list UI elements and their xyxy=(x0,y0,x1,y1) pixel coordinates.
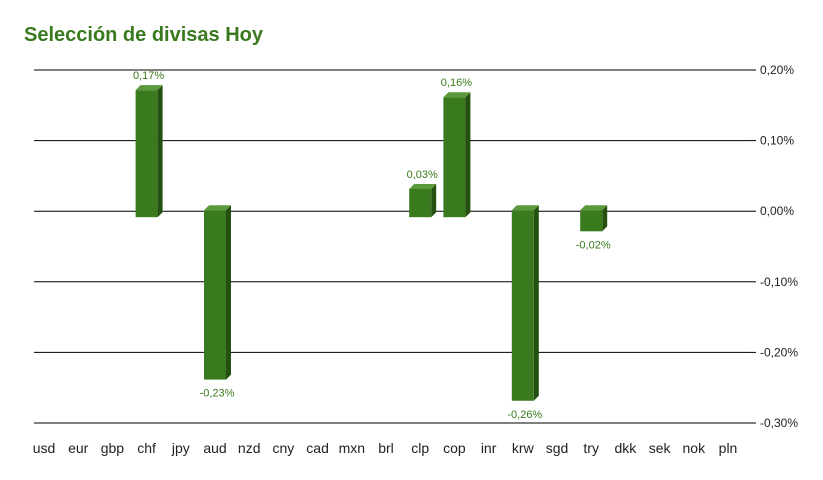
bar-front xyxy=(580,210,603,232)
x-tick-label: jpy xyxy=(171,440,190,456)
bar-side xyxy=(226,205,231,380)
bar-side xyxy=(465,92,471,218)
bars xyxy=(135,85,608,401)
bar-side xyxy=(157,85,163,218)
x-tick-label: try xyxy=(583,440,599,456)
bar-top xyxy=(135,85,163,91)
x-tick-label: dkk xyxy=(615,440,638,456)
y-tick-label: -0,10% xyxy=(760,275,798,289)
bar-try xyxy=(580,205,608,232)
bar-front xyxy=(443,97,466,218)
x-tick-label: gbp xyxy=(101,440,125,456)
x-tick-label: chf xyxy=(137,440,156,456)
data-label-try: -0,02% xyxy=(576,239,611,251)
gridlines xyxy=(34,69,756,424)
bar-krw xyxy=(511,205,539,401)
x-tick-label: clp xyxy=(411,440,429,456)
bar-aud xyxy=(204,205,231,380)
bar-chf xyxy=(135,85,163,218)
x-tick-label: cad xyxy=(306,440,329,456)
data-label-aud: -0,23% xyxy=(200,388,235,400)
x-tick-label: inr xyxy=(481,440,497,456)
bar-front xyxy=(204,210,226,380)
y-tick-label: -0,20% xyxy=(760,345,798,359)
data-label-krw: -0,26% xyxy=(507,409,542,421)
bar-top xyxy=(511,205,539,211)
x-tick-label: krw xyxy=(512,440,535,456)
bar-side xyxy=(602,205,608,232)
bar-cop xyxy=(443,92,471,218)
bar-top xyxy=(204,205,231,211)
bar-front xyxy=(409,189,432,218)
x-tick-label: sgd xyxy=(546,440,569,456)
x-tick-label: mxn xyxy=(339,440,365,456)
bar-front xyxy=(135,90,158,218)
data-label-chf: 0,17% xyxy=(133,70,164,82)
y-tick-label: -0,30% xyxy=(760,416,798,430)
bar-top xyxy=(580,205,608,211)
bar-clp xyxy=(409,184,437,218)
x-tick-label: nok xyxy=(683,440,707,456)
x-tick-label: aud xyxy=(203,440,226,456)
bar-side xyxy=(431,184,437,218)
bar-top xyxy=(443,92,471,98)
data-labels: 0,17% -0,23% 0,03% 0,16% -0,26% -0,02% xyxy=(133,70,611,421)
x-tick-label: eur xyxy=(68,440,89,456)
x-tick-label: cop xyxy=(443,440,466,456)
x-tick-label: pln xyxy=(719,440,738,456)
x-tick-label: usd xyxy=(33,440,56,456)
data-label-cop: 0,16% xyxy=(441,77,472,89)
x-tick-label: brl xyxy=(378,440,394,456)
y-tick-label: 0,00% xyxy=(760,204,794,218)
bar-front xyxy=(511,210,534,401)
bar-top xyxy=(409,184,437,190)
y-tick-label: 0,10% xyxy=(760,134,794,148)
data-label-clp: 0,03% xyxy=(407,169,438,181)
y-tick-label: 0,20% xyxy=(760,63,794,77)
x-tick-label: cny xyxy=(273,440,295,456)
bar-side xyxy=(533,205,539,401)
x-tick-label: sek xyxy=(649,440,672,456)
x-tick-label: nzd xyxy=(238,440,261,456)
chart-title: Selección de divisas Hoy xyxy=(24,24,263,46)
axis-labels: 0,20% 0,10% 0,00% -0,10% -0,20% -0,30% usd eur g… xyxy=(33,63,799,456)
